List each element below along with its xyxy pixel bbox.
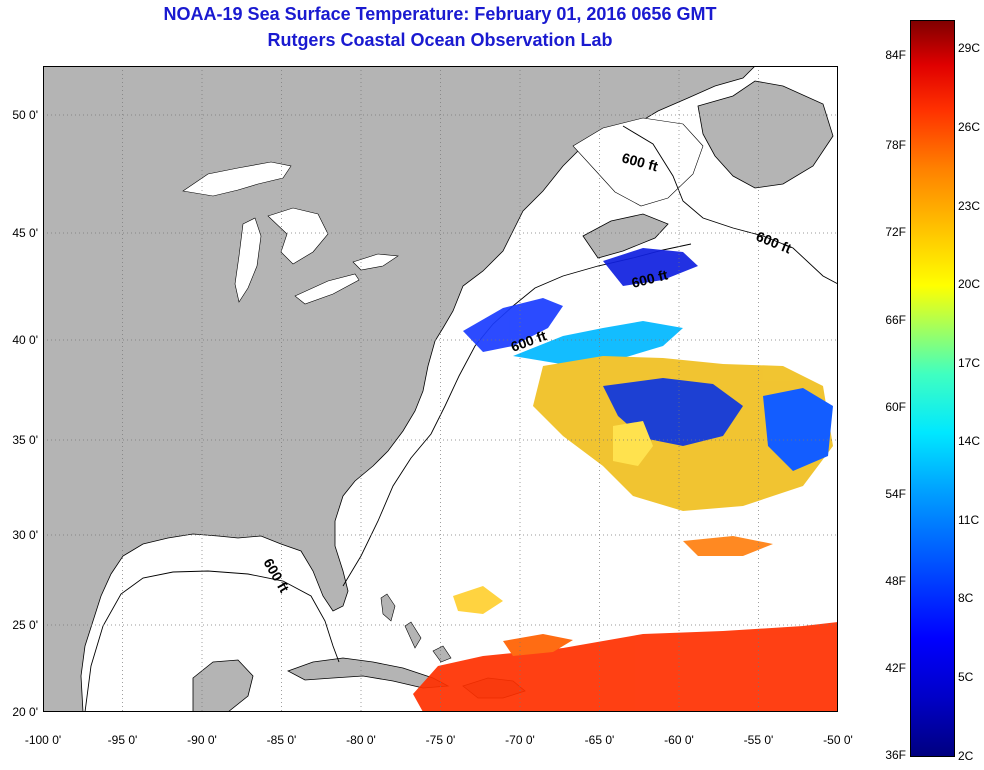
map-title: NOAA-19 Sea Surface Temperature: Februar… [163, 4, 717, 24]
x-tick-label: -60 0' [664, 733, 694, 747]
colorbar-celsius-label: 8C [958, 591, 974, 605]
x-tick-label: -65 0' [584, 733, 615, 747]
y-tick-label: 20 0' [12, 705, 38, 719]
colorbar-fahrenheit-label: 78F [885, 138, 906, 152]
y-tick-label: 50 0' [12, 108, 38, 122]
x-tick-label: -95 0' [107, 733, 138, 747]
x-tick-label: -50 0' [823, 733, 853, 747]
y-tick-label: 30 0' [12, 528, 38, 542]
colorbar-fahrenheit-label: 60F [885, 400, 906, 414]
colorbar-fahrenheit-label: 84F [885, 48, 906, 62]
temperature-colorbar [910, 20, 955, 757]
colorbar-celsius-label: 14C [958, 434, 981, 448]
sst-data-layer [413, 248, 838, 712]
map-gridlines [43, 66, 838, 712]
colorbar-celsius-label: 26C [958, 120, 981, 134]
colorbar-celsius-label: 23C [958, 199, 981, 213]
x-tick-label: -70 0' [505, 733, 535, 747]
lake-superior [182, 161, 292, 197]
x-tick-label: -100 0' [24, 733, 62, 747]
colorbar-celsius-label: 17C [958, 356, 981, 370]
land-nova-scotia [582, 213, 669, 259]
colorbar-fahrenheit-label: 72F [885, 225, 906, 239]
land-yucatan [192, 659, 254, 712]
lake-michigan [234, 217, 262, 303]
x-tick-label: -55 0' [743, 733, 774, 747]
land-newfoundland [697, 80, 834, 189]
colorbar-celsius-label: 29C [958, 41, 981, 55]
y-tick-label: 25 0' [12, 618, 38, 632]
colorbar-celsius-label: 5C [958, 670, 974, 684]
y-tick-label: 35 0' [12, 433, 38, 447]
x-tick-label: -80 0' [346, 733, 376, 747]
y-tick-label: 40 0' [12, 333, 38, 347]
colorbar-fahrenheit-label: 42F [885, 661, 906, 675]
colorbar-celsius-label: 11C [958, 513, 980, 527]
lake-huron [267, 207, 329, 265]
land-bahamas [380, 593, 452, 663]
colorbar-celsius-label: 20C [958, 277, 981, 291]
map-frame [43, 66, 838, 712]
colorbar-fahrenheit-label: 48F [885, 574, 906, 588]
x-tick-label: -85 0' [266, 733, 297, 747]
colorbar-fahrenheit-label: 66F [885, 313, 906, 327]
sst-map: 600 ft 600 ft 600 ft 600 ft 600 ft [43, 66, 838, 712]
lake-erie [294, 273, 360, 305]
map-subtitle: Rutgers Coastal Ocean Observation Lab [267, 30, 613, 50]
colorbar-fahrenheit-label: 36F [885, 748, 906, 762]
colorbar-fahrenheit-label: 54F [885, 487, 906, 501]
land-north-america [43, 66, 756, 712]
x-tick-label: -90 0' [187, 733, 217, 747]
colorbar-celsius-label: 2C [958, 749, 974, 763]
x-tick-label: -75 0' [425, 733, 456, 747]
y-tick-label: 45 0' [12, 226, 38, 240]
gulf-st-lawrence [572, 117, 704, 207]
lake-ontario [352, 253, 399, 271]
